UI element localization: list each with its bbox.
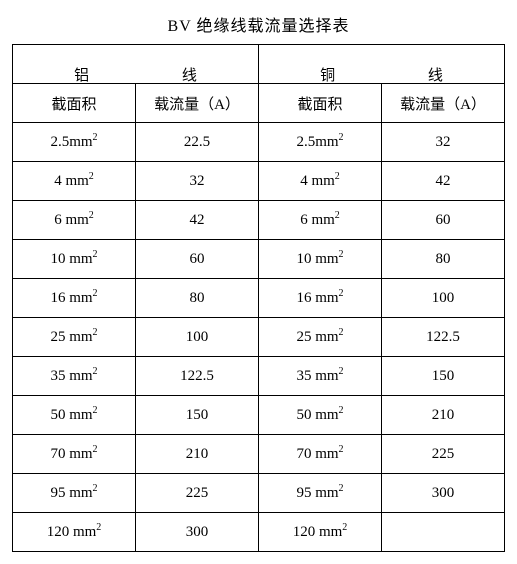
table-row: 16 mm28016 mm2100: [13, 279, 505, 318]
cell-al-area: 70 mm2: [13, 435, 136, 474]
cell-al-area: 16 mm2: [13, 279, 136, 318]
cell-cu-area: 16 mm2: [259, 279, 382, 318]
cell-al-area: 35 mm2: [13, 357, 136, 396]
table-row: 2.5mm222.52.5mm232: [13, 123, 505, 162]
cell-cu-area: 70 mm2: [259, 435, 382, 474]
cell-al-area: 25 mm2: [13, 318, 136, 357]
cell-al-area: 4 mm2: [13, 162, 136, 201]
group-header-aluminum: 铝线: [13, 45, 259, 84]
cell-cu-ampacity: [382, 513, 505, 552]
table-row: 10 mm26010 mm280: [13, 240, 505, 279]
group-header-row: 铝线铜线: [13, 45, 505, 84]
cell-cu-ampacity: 80: [382, 240, 505, 279]
col-header-ampacity: 载流量（A）: [136, 84, 259, 123]
table-row: 25 mm210025 mm2122.5: [13, 318, 505, 357]
table-title: BV 绝缘线载流量选择表: [12, 12, 505, 36]
cell-al-area: 10 mm2: [13, 240, 136, 279]
cell-al-ampacity: 210: [136, 435, 259, 474]
cell-al-ampacity: 22.5: [136, 123, 259, 162]
cell-cu-ampacity: 122.5: [382, 318, 505, 357]
cell-al-area: 120 mm2: [13, 513, 136, 552]
col-header-area: 截面积: [259, 84, 382, 123]
cell-cu-ampacity: 100: [382, 279, 505, 318]
table-row: 4 mm2324 mm242: [13, 162, 505, 201]
cell-cu-ampacity: 32: [382, 123, 505, 162]
cell-al-area: 2.5mm2: [13, 123, 136, 162]
ampacity-table: 铝线铜线截面积载流量（A）截面积载流量（A）2.5mm222.52.5mm232…: [12, 44, 505, 552]
cell-cu-area: 50 mm2: [259, 396, 382, 435]
cell-al-ampacity: 100: [136, 318, 259, 357]
cell-cu-ampacity: 300: [382, 474, 505, 513]
cell-al-ampacity: 42: [136, 201, 259, 240]
cell-cu-area: 35 mm2: [259, 357, 382, 396]
cell-al-area: 95 mm2: [13, 474, 136, 513]
group-header-copper: 铜线: [259, 45, 505, 84]
cell-cu-ampacity: 60: [382, 201, 505, 240]
cell-al-ampacity: 122.5: [136, 357, 259, 396]
cell-cu-area: 25 mm2: [259, 318, 382, 357]
column-header-row: 截面积载流量（A）截面积载流量（A）: [13, 84, 505, 123]
cell-cu-area: 6 mm2: [259, 201, 382, 240]
cell-cu-area: 120 mm2: [259, 513, 382, 552]
cell-cu-area: 4 mm2: [259, 162, 382, 201]
cell-cu-ampacity: 225: [382, 435, 505, 474]
col-header-area: 截面积: [13, 84, 136, 123]
cell-al-area: 6 mm2: [13, 201, 136, 240]
cell-al-ampacity: 300: [136, 513, 259, 552]
group-header-char: 铝: [74, 64, 89, 85]
group-header-char: 铜: [320, 64, 335, 85]
cell-cu-area: 2.5mm2: [259, 123, 382, 162]
table-row: 70 mm221070 mm2225: [13, 435, 505, 474]
cell-al-area: 50 mm2: [13, 396, 136, 435]
cell-cu-area: 10 mm2: [259, 240, 382, 279]
table-row: 120 mm2300120 mm2: [13, 513, 505, 552]
cell-al-ampacity: 60: [136, 240, 259, 279]
table-row: 35 mm2122.535 mm2150: [13, 357, 505, 396]
table-row: 6 mm2426 mm260: [13, 201, 505, 240]
cell-al-ampacity: 32: [136, 162, 259, 201]
cell-cu-ampacity: 42: [382, 162, 505, 201]
cell-cu-ampacity: 150: [382, 357, 505, 396]
table-row: 50 mm215050 mm2210: [13, 396, 505, 435]
group-header-char: 线: [428, 64, 443, 85]
cell-cu-area: 95 mm2: [259, 474, 382, 513]
cell-al-ampacity: 150: [136, 396, 259, 435]
group-header-char: 线: [182, 64, 197, 85]
col-header-ampacity: 载流量（A）: [382, 84, 505, 123]
cell-al-ampacity: 80: [136, 279, 259, 318]
cell-al-ampacity: 225: [136, 474, 259, 513]
table-row: 95 mm222595 mm2300: [13, 474, 505, 513]
cell-cu-ampacity: 210: [382, 396, 505, 435]
